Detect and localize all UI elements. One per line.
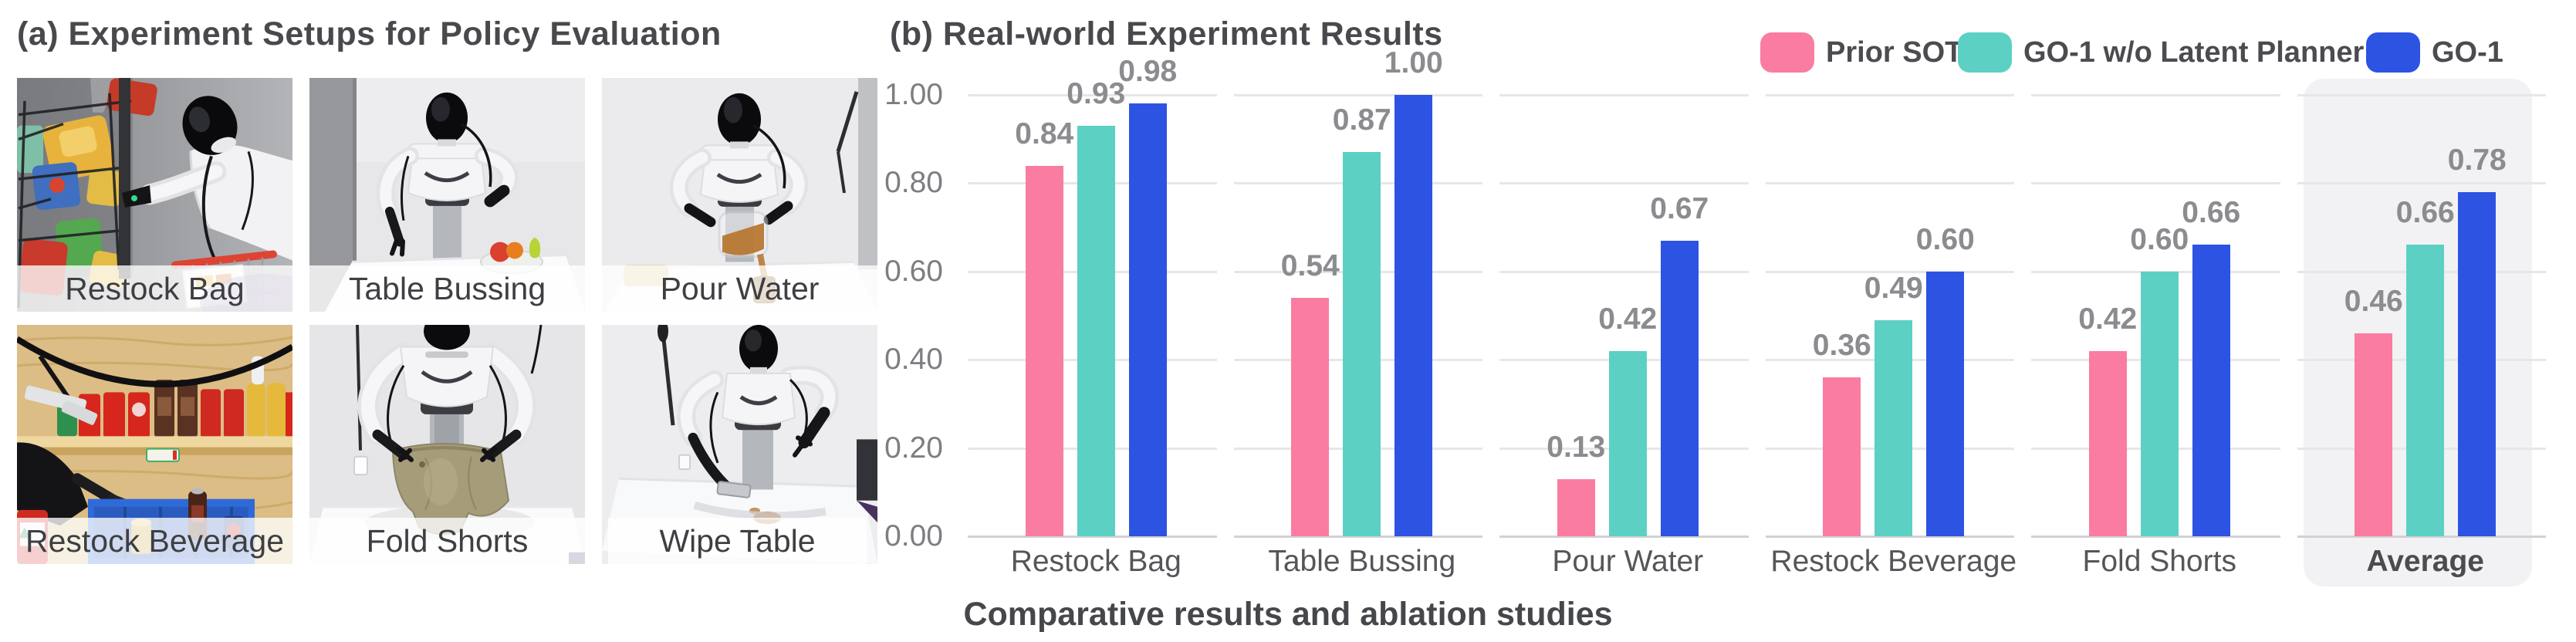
gridline (1233, 94, 1482, 96)
photo-caption: Pour Water (602, 265, 877, 312)
experiment-photo-restock-beverage: Restock Beverage (17, 325, 292, 564)
bar-value-label: 0.93 (1067, 77, 1126, 110)
x-axis-line (968, 536, 1217, 538)
photo-caption: Wipe Table (608, 518, 867, 564)
photo-illustration (17, 78, 292, 312)
experiment-photo-pour-water: Pour Water (602, 78, 877, 312)
panel-b-title: (b) Real-world Experiment Results (890, 15, 1443, 52)
y-tick-label: 0.20 (884, 431, 943, 465)
y-tick-label: 0.40 (884, 343, 943, 377)
legend-item-prior-sota: Prior SOTA (1760, 32, 1982, 73)
photo-caption: Restock Beverage (17, 518, 292, 564)
bar-value-label: 0.54 (1280, 249, 1340, 282)
legend-swatch-prior-sota (1760, 32, 1814, 73)
gridline (2297, 182, 2546, 185)
bar-value-label: 1.00 (1384, 46, 1443, 79)
panel-a-title: (a) Experiment Setups for Policy Evaluat… (17, 15, 722, 52)
gridline (968, 94, 1217, 96)
gridline (1765, 94, 2014, 96)
bar-go-1 (1128, 103, 1167, 536)
bar-go-1-w-o-latent-planner (1343, 152, 1381, 536)
bar-go-1 (2192, 245, 2230, 536)
x-axis-line (1765, 536, 2014, 538)
x-axis-line (1499, 536, 1749, 538)
bar-value-label: 0.87 (1332, 103, 1391, 137)
y-tick-label: 0.80 (884, 166, 943, 200)
legend-swatch-go1-wo-latent-planner (1958, 32, 2012, 73)
bar-value-label: 0.42 (2078, 302, 2138, 336)
photo-caption: Fold Shorts (309, 518, 585, 564)
experiment-photo-fold-shorts: Fold Shorts (309, 325, 585, 564)
category-label: Restock Beverage (1770, 545, 2017, 578)
legend-item-go1-wo-latent-planner: GO-1 w/o Latent Planner (1958, 32, 2364, 73)
bar-value-label: 0.84 (1015, 117, 1074, 150)
bar-prior-sota (2088, 351, 2127, 536)
bar-go-1-w-o-latent-planner (1608, 351, 1647, 536)
bar-prior-sota (2355, 333, 2393, 536)
gridline (1499, 182, 1749, 185)
gridline (1765, 182, 2014, 185)
bar-value-label: 0.49 (1864, 272, 1923, 305)
bar-go-1-w-o-latent-planner (1875, 320, 1913, 536)
bar-go-1-w-o-latent-planner (1077, 126, 1115, 536)
x-axis-line (1233, 536, 1482, 538)
bar-value-label: 0.36 (1812, 329, 1871, 362)
bar-value-label: 0.98 (1118, 55, 1178, 88)
gridline (2031, 182, 2280, 185)
gridline (2031, 94, 2280, 96)
bar-go-1 (1394, 95, 1433, 536)
legend-label: GO-1 w/o Latent Planner (2023, 35, 2365, 69)
gridline (1499, 270, 1749, 273)
experiment-photo-table-bussing: Table Bussing (309, 78, 585, 312)
bar-go-1 (1660, 241, 1699, 536)
bar-go-1-w-o-latent-planner (2406, 245, 2445, 536)
bar-value-label: 0.13 (1547, 431, 1606, 464)
gridline (1765, 270, 2014, 273)
bar-go-1-w-o-latent-planner (2140, 272, 2179, 536)
x-axis-line (2297, 536, 2546, 538)
experiment-photo-wipe-table: Wipe Table (602, 325, 877, 564)
bar-prior-sota (1557, 479, 1595, 536)
category-label: Fold Shorts (2082, 545, 2236, 578)
bar-value-label: 0.42 (1598, 302, 1658, 336)
experiment-photo-restock-bag: Restock Bag (17, 78, 292, 312)
category-label: Restock Bag (1010, 545, 1182, 578)
legend-label: Prior SOTA (1826, 35, 1982, 69)
category-label: Pour Water (1552, 545, 1704, 578)
bar-value-label: 0.46 (2344, 285, 2403, 318)
y-tick-label: 0.00 (884, 519, 943, 552)
legend-swatch-go1 (2366, 32, 2420, 73)
y-tick-label: 0.60 (884, 254, 943, 288)
bar-prior-sota (1823, 377, 1861, 536)
legend-item-go1: GO-1 (2366, 32, 2503, 73)
gridline (2297, 94, 2546, 96)
category-label: Table Bussing (1268, 545, 1456, 578)
bar-value-label: 0.67 (1650, 192, 1709, 225)
gridline (1499, 94, 1749, 96)
figure-caption: Comparative results and ablation studies (963, 596, 1613, 633)
bar-prior-sota (1291, 298, 1330, 536)
bar-go-1 (1926, 272, 1965, 536)
bar-value-label: 0.60 (1915, 223, 1975, 256)
photo-caption: Restock Bag (17, 265, 292, 312)
category-label: Average (2366, 545, 2484, 578)
bar-prior-sota (1025, 166, 1063, 536)
photo-caption: Table Bussing (309, 265, 585, 312)
legend-label: GO-1 (2432, 35, 2503, 69)
y-tick-label: 1.00 (884, 78, 943, 111)
bar-go-1 (2458, 192, 2497, 536)
bar-value-label: 0.78 (2447, 144, 2507, 177)
bar-value-label: 0.60 (2130, 223, 2189, 256)
bar-value-label: 0.66 (2182, 196, 2241, 229)
bar-value-label: 0.66 (2395, 196, 2455, 229)
x-axis-line (2031, 536, 2280, 538)
